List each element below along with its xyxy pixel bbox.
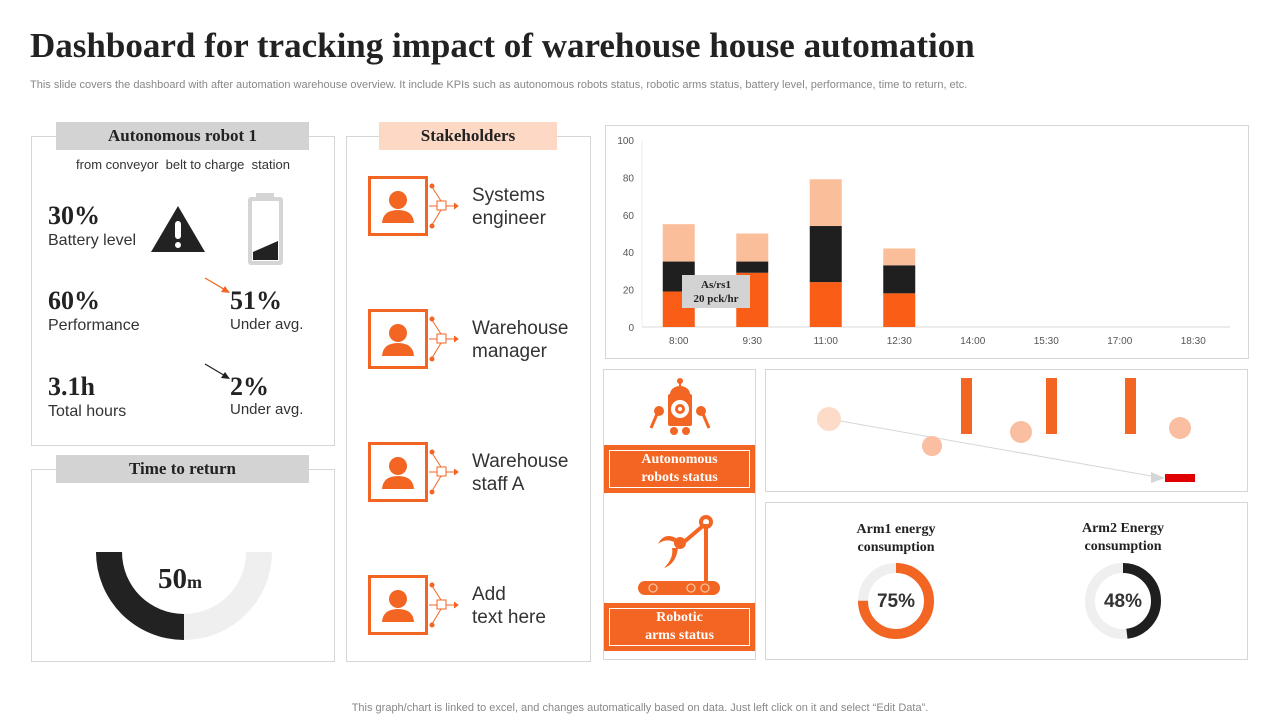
time-value: 50 [158, 563, 187, 595]
y-tick-label: 40 [623, 248, 635, 259]
autonomous-robots-status-button[interactable]: Autonomous robots status [604, 445, 755, 493]
donut-fill [858, 563, 934, 639]
stacked-bar-chart: 0 20 40 60 80 100 8:00 9:30 11:00 12:30 14:00 15:30… [617, 136, 1230, 347]
energy-donut [858, 563, 934, 639]
x-tick-label: 15:30 [1034, 336, 1059, 347]
robot-panel [31, 136, 335, 446]
bar-segment [883, 293, 916, 327]
stakeholder-avatar [368, 575, 428, 635]
robot-icon [649, 378, 711, 435]
energy-label: Arm2 Energy consumption [1081, 521, 1165, 554]
stakeholder-avatar [368, 309, 428, 369]
battery-label: Battery level [48, 232, 137, 249]
person-icon [382, 324, 414, 356]
x-tick-label: 14:00 [960, 336, 985, 347]
x-tick-label: 9:30 [743, 336, 763, 347]
battery-value: 30% [48, 201, 100, 230]
page-title: Dashboard for tracking impact of warehou… [30, 26, 975, 65]
footer-note: This graph/chart is linked to excel, and… [351, 702, 929, 714]
bar-segment [809, 282, 842, 327]
chart-annotation: As/rs1 20 pck/hr [682, 275, 750, 308]
robot-route: from conveyor belt to charge station [76, 157, 290, 172]
robot-heading: Autonomous robot 1 [56, 122, 309, 150]
bar-segment [662, 224, 695, 262]
stakeholder-label: Warehouse staff A [472, 451, 569, 495]
performance-label: Performance [48, 317, 140, 334]
hours-label: Total hours [48, 403, 127, 420]
energy-label: Arm1 energy consumption [856, 522, 936, 555]
time-unit: m [187, 572, 202, 592]
bar-segment [736, 261, 769, 273]
stakeholder-label: Systems engineer [472, 185, 546, 229]
donut-fill [1085, 563, 1161, 639]
down-arrow-icon [204, 277, 230, 293]
connector-icon [429, 582, 459, 628]
timeline-dot [1010, 421, 1032, 443]
bar-segment [883, 265, 916, 294]
timeline-dot [922, 436, 942, 456]
x-tick-label: 12:30 [887, 336, 912, 347]
battery-icon [248, 193, 283, 265]
energy-donut [1085, 563, 1161, 639]
time-to-return-heading: Time to return [56, 455, 309, 483]
hours-delta-label: Under avg. [230, 401, 304, 418]
person-icon [382, 457, 414, 489]
page-subtitle: This slide covers the dashboard with aft… [30, 79, 968, 91]
performance-value: 60% [48, 286, 100, 315]
bar-chart-panel [605, 125, 1249, 359]
y-tick-label: 60 [623, 211, 635, 222]
energy-panel [765, 502, 1248, 660]
connector-icon [429, 449, 459, 495]
arrow-head-icon [1151, 472, 1165, 483]
timeline-marker [1165, 474, 1195, 482]
stakeholders-heading: Stakeholders [379, 122, 557, 150]
timeline-graphic [817, 378, 1195, 483]
stakeholder-avatar [368, 442, 428, 502]
connector-icon [429, 183, 459, 229]
trend-line [828, 418, 1158, 478]
hours-value: 3.1h [48, 372, 95, 401]
y-tick-label: 100 [617, 136, 634, 147]
person-icon [382, 590, 414, 622]
timeline-dot [1169, 417, 1191, 439]
down-arrow-icon [204, 363, 230, 379]
robotic-arms-status-button[interactable]: Robotic arms status [604, 603, 755, 651]
x-tick-label: 8:00 [669, 336, 689, 347]
bar-segment [883, 248, 916, 266]
bar-segment [809, 179, 842, 227]
bar-segment [809, 226, 842, 283]
energy-value: 75% [876, 591, 916, 612]
timeline-bar [961, 378, 972, 434]
connector-icon [429, 316, 459, 362]
stakeholder-avatar [368, 176, 428, 236]
y-tick-label: 0 [628, 323, 634, 334]
robotic-arm-icon [638, 515, 720, 595]
time-to-return-gauge [96, 552, 272, 640]
y-tick-label: 80 [623, 173, 635, 184]
timeline-bar [1125, 378, 1136, 434]
x-tick-label: 17:00 [1107, 336, 1132, 347]
perf-delta-label: Under avg. [230, 316, 304, 333]
warning-icon [151, 206, 205, 252]
timeline-dot [817, 407, 841, 431]
energy-value: 48% [1103, 591, 1143, 612]
hours-delta-value: 2% [230, 372, 269, 401]
bar-segment [736, 233, 769, 262]
perf-delta-value: 51% [230, 286, 282, 315]
person-icon [382, 191, 414, 223]
x-tick-label: 18:30 [1181, 336, 1206, 347]
x-tick-label: 11:00 [814, 336, 839, 347]
annotation-line2: 20 pck/hr [693, 293, 739, 305]
stakeholder-label: Add text here [472, 584, 546, 628]
timeline-bar [1046, 378, 1057, 434]
annotation-line1: As/rs1 [701, 279, 731, 291]
time-to-return-value: 50m [158, 563, 202, 596]
timeline-panel [765, 369, 1248, 492]
stakeholder-label: Warehouse manager [472, 318, 569, 362]
y-tick-label: 20 [623, 286, 635, 297]
